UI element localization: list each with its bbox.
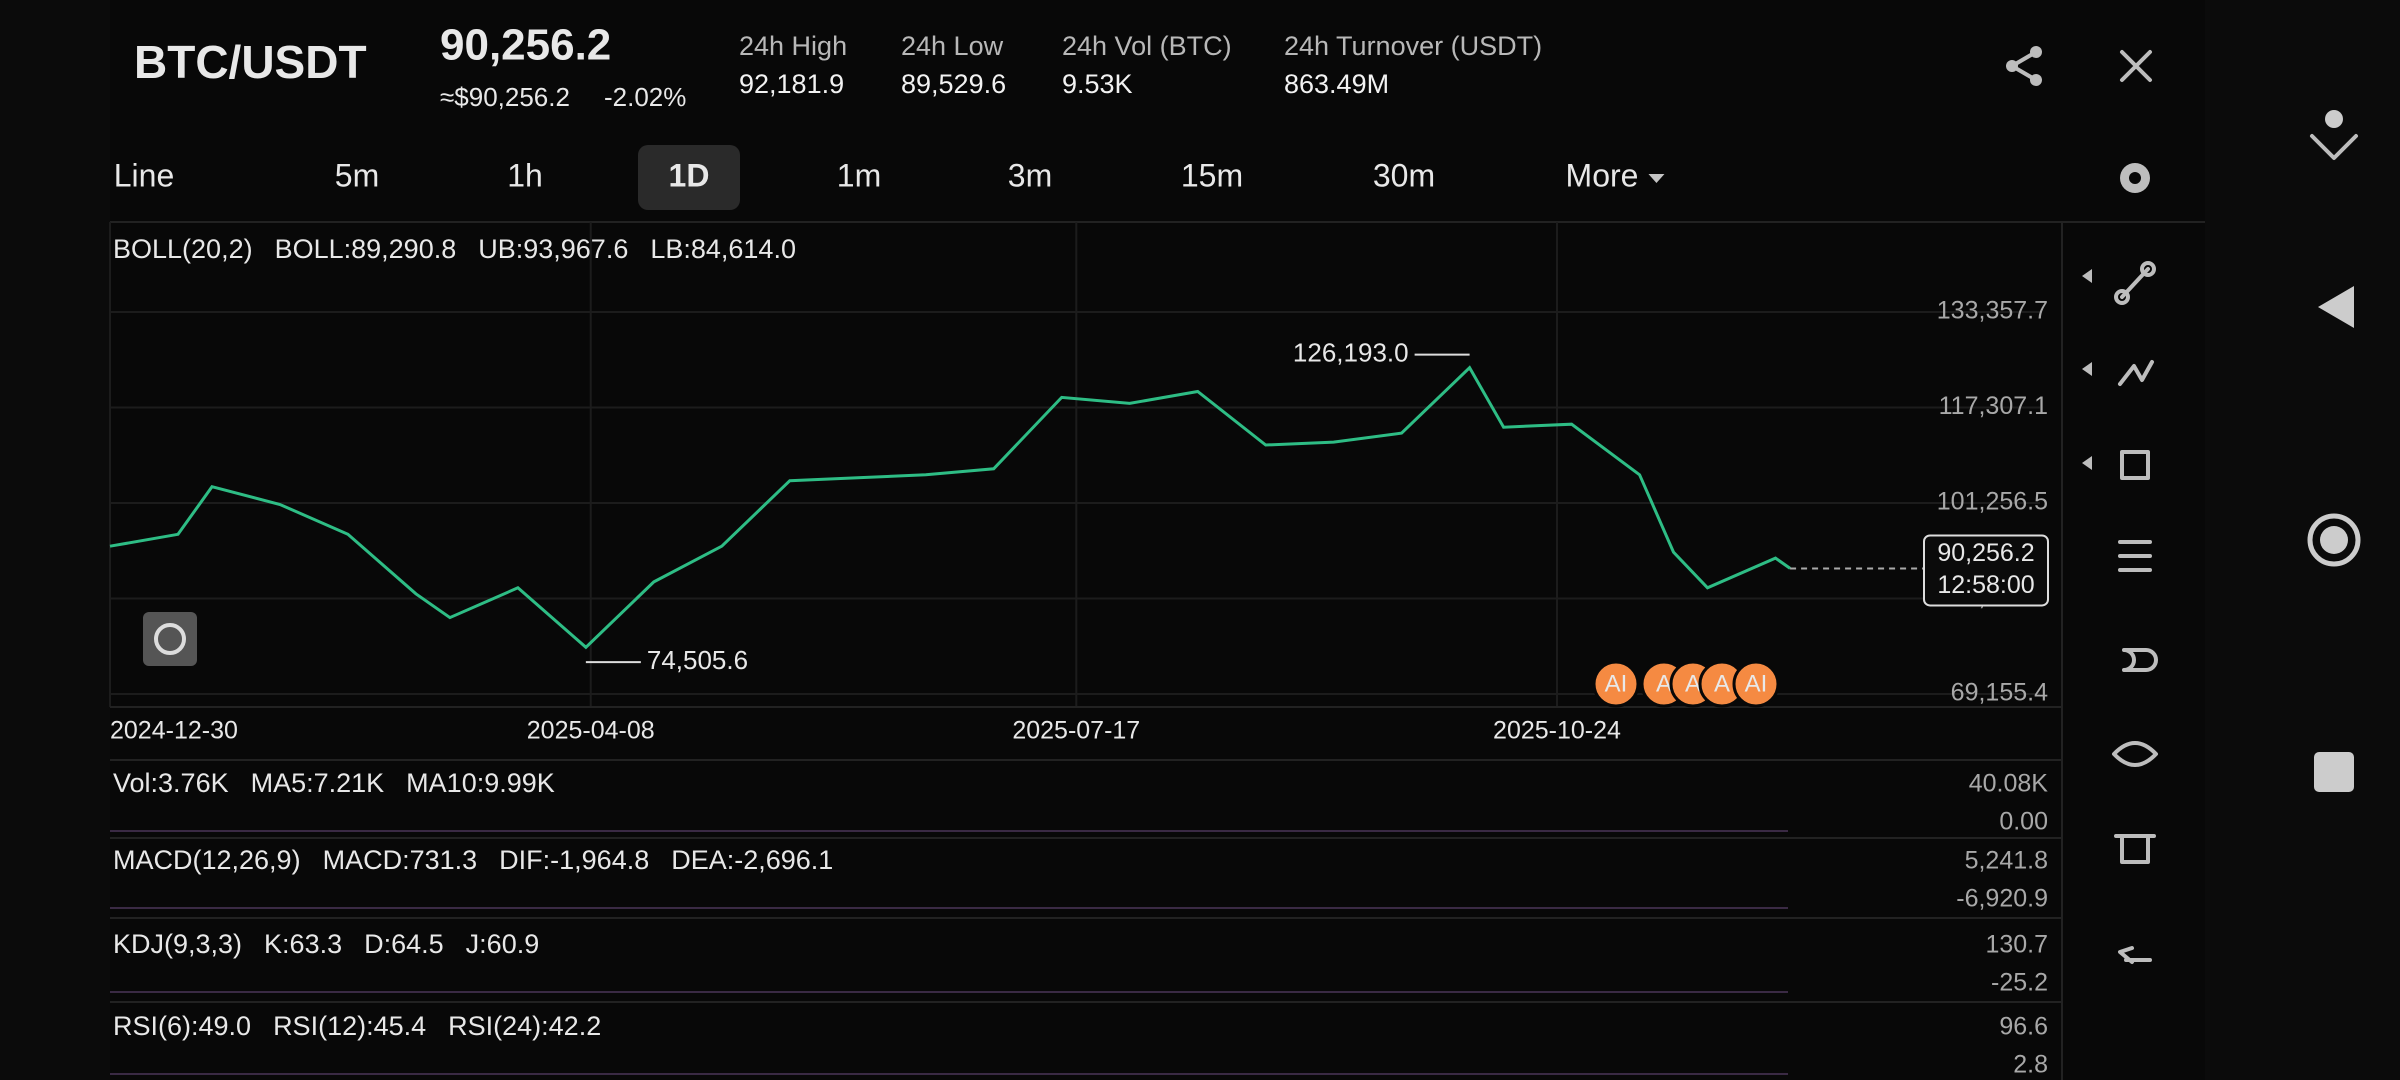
timeframe-tab[interactable]: Line [114, 157, 175, 193]
x-tick-label: 2025-04-08 [527, 717, 655, 745]
stat-label: 24h Low [901, 31, 1004, 61]
indicator-label: KDJ(9,3,3) [113, 929, 242, 959]
visibility-tool[interactable] [2112, 741, 2158, 767]
panel-tick-label: -25.2 [1991, 969, 2048, 997]
timeframe-tab[interactable]: More [1566, 157, 1639, 193]
y-tick-label: 133,357.7 [1937, 297, 2048, 325]
ai-badge-label: AI [1605, 670, 1628, 697]
y-tick-label: 101,256.5 [1937, 488, 2048, 516]
logo-icon [154, 623, 186, 655]
y-tick-label: 69,155.4 [1951, 679, 2048, 707]
shape-tool[interactable] [2120, 450, 2150, 480]
last-price-label: 90,256.2 [1937, 539, 2034, 567]
timeframe-tab[interactable]: 1m [837, 157, 881, 193]
stat-label: 24h Vol (BTC) [1062, 31, 1232, 61]
price: 90,256.2 [440, 21, 611, 70]
panel-tick-label: 96.6 [1999, 1013, 2048, 1041]
indicator-label: MA5:7.21K [251, 768, 385, 798]
approx-price: ≈$90,256.2 [440, 82, 570, 112]
tool-carets [2082, 269, 2092, 470]
last-price-time: 12:58:00 [1937, 571, 2034, 599]
timeframe-tab[interactable]: 1h [507, 157, 543, 193]
timeframe-tab[interactable]: 5m [335, 157, 379, 193]
ai-badge[interactable] [1592, 660, 1640, 708]
share-icon[interactable] [2006, 46, 2042, 86]
sys-home-dot [2320, 526, 2348, 554]
x-tick-label: 2025-10-24 [1493, 717, 1621, 745]
indicator-label: D:64.5 [364, 929, 444, 959]
indicator-label: DEA:-2,696.1 [671, 845, 833, 875]
indicator-label: Vol:3.76K [113, 768, 229, 798]
sys-icon[interactable] [2325, 110, 2343, 128]
indicator-label: BOLL(20,2) [113, 234, 253, 264]
indicator-label: MACD:731.3 [323, 845, 478, 875]
close-icon[interactable] [2120, 50, 2152, 82]
layout-tool[interactable] [2122, 648, 2158, 672]
undo-tool[interactable] [2118, 946, 2152, 964]
sys-back[interactable] [2318, 286, 2354, 328]
more-caret [1648, 174, 1665, 183]
stat-value: 9.53K [1062, 69, 1133, 99]
panel-bg [110, 0, 2205, 1080]
drawing-toolbar [2082, 261, 2158, 964]
active-tab-bg [638, 145, 740, 210]
price-line [109, 365, 1791, 650]
panel-tick-label: 2.8 [2013, 1051, 2048, 1079]
panel-tick-label: 130.7 [1985, 931, 2048, 959]
panel-tick-label: 5,241.8 [1965, 847, 2048, 875]
indicator-label: RSI(6):49.0 [113, 1011, 251, 1041]
ai-badge-label: A [1656, 670, 1672, 697]
ai-badge-label: A [1714, 670, 1730, 697]
ai-badge-label: AI [1745, 670, 1768, 697]
y-tick-label: 117,307.1 [1939, 392, 2048, 420]
stat-value: 92,181.9 [739, 69, 844, 99]
stat-label: 24h Turnover (USDT) [1284, 31, 1542, 61]
timeframe-tab[interactable]: 15m [1181, 157, 1243, 193]
ai-badge-label: A [1685, 670, 1701, 697]
logo-button[interactable] [143, 612, 197, 666]
fib-tool[interactable] [2118, 360, 2154, 386]
indicator-label: MA10:9.99K [406, 768, 555, 798]
indicator-label: LB:84,614.0 [650, 234, 796, 264]
panel-tick-label: 0.00 [1999, 808, 2048, 836]
indicator-label: K:63.3 [264, 929, 342, 959]
chart: 24h High 92,181.9 24h Low 89,529.6 24h Vol (… [109, 31, 2062, 1079]
sys-recents[interactable] [2314, 752, 2354, 792]
change: -2.02% [604, 82, 686, 112]
ai-badge[interactable] [1732, 660, 1780, 708]
last-price-box [1923, 534, 2049, 607]
delete-tool[interactable] [2114, 834, 2156, 864]
panel-tick-label: 40.08K [1969, 770, 2049, 798]
timeframe-tab[interactable]: 30m [1373, 157, 1435, 193]
trendline-dot [2140, 261, 2156, 277]
indicator-label: MACD(12,26,9) [113, 845, 301, 875]
stat-value: 863.49M [1284, 69, 1389, 99]
settings-icon[interactable] [2120, 163, 2150, 193]
indicator-label: RSI(12):45.4 [273, 1011, 426, 1041]
indicator-label: BOLL:89,290.8 [275, 234, 457, 264]
indicator-label: RSI(24):42.2 [448, 1011, 601, 1041]
annotation-label: 74,505.6 [647, 645, 748, 675]
indicator-label: DIF:-1,964.8 [499, 845, 649, 875]
stat-value: 89,529.6 [901, 69, 1006, 99]
panel-tick-label: -6,920.9 [1956, 885, 2048, 913]
trendline-dot [2114, 289, 2130, 305]
stat-label: 24h High [739, 31, 847, 61]
indicator-tool[interactable] [2118, 540, 2152, 572]
sys-icon[interactable] [2310, 134, 2358, 160]
system-bar [2307, 110, 2361, 792]
indicator-label: UB:93,967.6 [478, 234, 628, 264]
sys-home[interactable] [2307, 513, 2361, 567]
x-tick-label: 2024-12-30 [110, 717, 238, 745]
indicator-label: J:60.9 [466, 929, 540, 959]
timeframe-tab[interactable]: 3m [1008, 157, 1052, 193]
pair: BTC/USDT [134, 36, 367, 88]
x-tick-label: 2025-07-17 [1012, 717, 1140, 745]
timeframe-tab[interactable]: 1D [669, 157, 710, 193]
annotation-label: 126,193.0 [1293, 338, 1409, 368]
